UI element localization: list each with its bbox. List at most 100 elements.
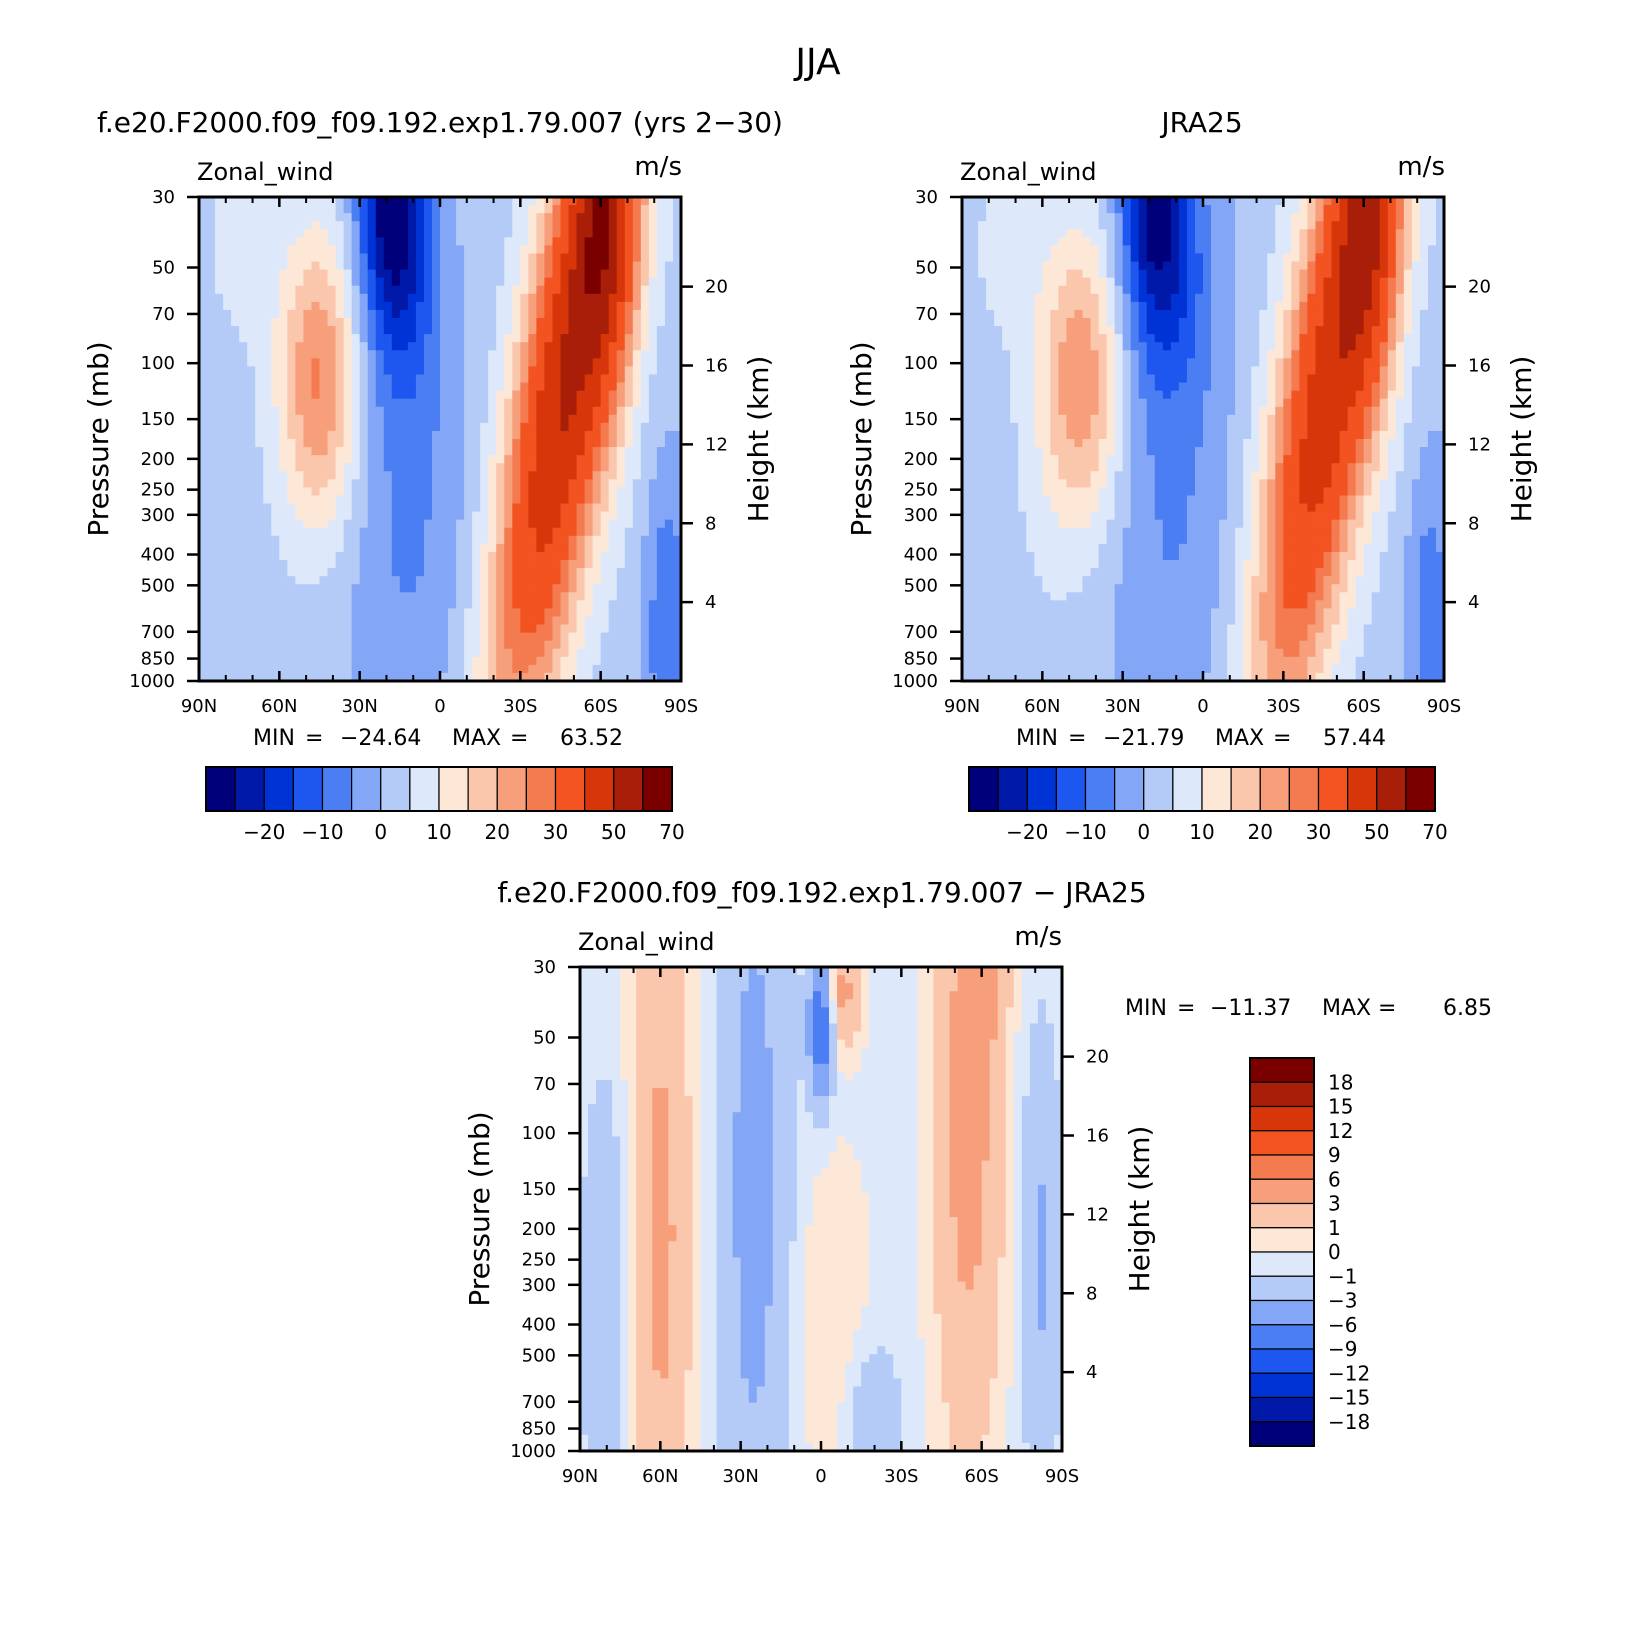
contour-cell — [528, 487, 537, 497]
contour-cell — [311, 664, 321, 674]
contour-cell — [343, 342, 353, 351]
contour-cell — [1010, 640, 1019, 650]
contour-cell — [512, 390, 521, 400]
contour-cell — [448, 197, 457, 206]
contour-cell — [520, 253, 529, 263]
contour-cell — [311, 608, 321, 618]
contour-cell — [520, 543, 529, 553]
contour-cell — [994, 527, 1003, 537]
contour-cell — [488, 269, 497, 279]
contour-cell — [1066, 285, 1076, 295]
contour-cell — [207, 261, 216, 271]
panel-model: f.e20.F2000.f09_f09.192.exp1.79.007 (yrs… — [82, 106, 783, 844]
contour-cell — [608, 664, 618, 674]
contour-cell — [472, 640, 481, 650]
contour-cell — [399, 592, 409, 601]
contour-cell — [986, 374, 995, 384]
contour-cell — [1058, 205, 1068, 214]
contour-cell — [207, 253, 216, 263]
contour-cell — [978, 414, 987, 424]
contour-cell — [1026, 382, 1035, 392]
contour-cell — [986, 430, 995, 440]
contour-cell — [239, 543, 248, 553]
contour-cell — [327, 648, 337, 658]
contour-cell — [970, 463, 979, 472]
contour-cell — [1090, 495, 1100, 505]
contour-cell — [962, 253, 971, 263]
contour-cell — [199, 447, 208, 456]
contour-cell — [560, 656, 570, 666]
contour-cell — [552, 640, 562, 650]
contour-cell — [399, 439, 409, 448]
contour-cell — [359, 366, 369, 376]
contour-cell — [512, 600, 521, 609]
contour-cell — [600, 495, 610, 505]
contour-cell — [415, 560, 425, 569]
contour-cell — [560, 253, 570, 263]
contour-cell — [488, 221, 497, 230]
contour-cell — [536, 293, 546, 303]
contour-cell — [672, 285, 682, 295]
contour-cell — [1106, 584, 1116, 593]
contour-cell — [383, 640, 393, 650]
contour-cell — [440, 616, 449, 626]
contour-cell — [271, 390, 280, 400]
contour-cell — [1130, 245, 1140, 255]
contour-cell — [1122, 269, 1132, 279]
contour-cell — [1098, 648, 1108, 658]
contour-cell — [271, 197, 280, 206]
contour-cell — [303, 261, 313, 271]
contour-cell — [335, 245, 345, 255]
contour-cell — [1106, 447, 1116, 456]
contour-cell — [552, 253, 562, 263]
contour-cell — [1058, 390, 1068, 400]
contour-cell — [199, 277, 208, 287]
contour-cell — [223, 406, 232, 416]
contour-cell — [632, 672, 642, 682]
contour-cell — [440, 455, 449, 464]
contour-cell — [415, 309, 425, 319]
contour-cell — [600, 430, 610, 440]
contour-cell — [1090, 358, 1100, 367]
contour-cell — [255, 463, 264, 472]
contour-cell — [640, 632, 650, 642]
contour-cell — [970, 430, 979, 440]
contour-cell — [279, 326, 288, 335]
contour-cell — [1114, 326, 1124, 335]
contour-cell — [239, 600, 248, 609]
contour-cell — [351, 463, 361, 472]
contour-cell — [648, 511, 658, 521]
contour-cell — [1018, 495, 1027, 505]
contour-cell — [456, 414, 465, 424]
contour-cell — [544, 527, 554, 537]
contour-cell — [600, 205, 610, 214]
contour-cell — [536, 600, 546, 609]
contour-cell — [632, 656, 642, 666]
contour-cell — [648, 334, 658, 343]
contour-cell — [512, 318, 521, 327]
contour-cell — [367, 342, 377, 351]
contour-cell — [672, 197, 682, 206]
contour-cell — [504, 414, 513, 424]
contour-cell — [440, 495, 449, 505]
contour-cell — [994, 358, 1003, 367]
contour-cell — [303, 293, 313, 303]
contour-cell — [592, 527, 602, 537]
contour-cell — [616, 672, 626, 682]
contour-cell — [472, 479, 481, 488]
contour-cell — [448, 334, 457, 343]
contour-cell — [576, 495, 586, 505]
contour-cell — [440, 527, 449, 537]
contour-cell — [239, 277, 248, 287]
contour-cell — [1050, 261, 1059, 271]
contour-cell — [496, 455, 505, 464]
contour-cell — [343, 326, 353, 335]
contour-cell — [287, 535, 296, 545]
contour-cell — [263, 229, 272, 238]
contour-cell — [1058, 197, 1068, 206]
contour-cell — [407, 301, 417, 311]
contour-cell — [199, 616, 208, 626]
contour-cell — [560, 664, 570, 674]
contour-cell — [1050, 358, 1059, 367]
contour-cell — [1058, 560, 1068, 569]
